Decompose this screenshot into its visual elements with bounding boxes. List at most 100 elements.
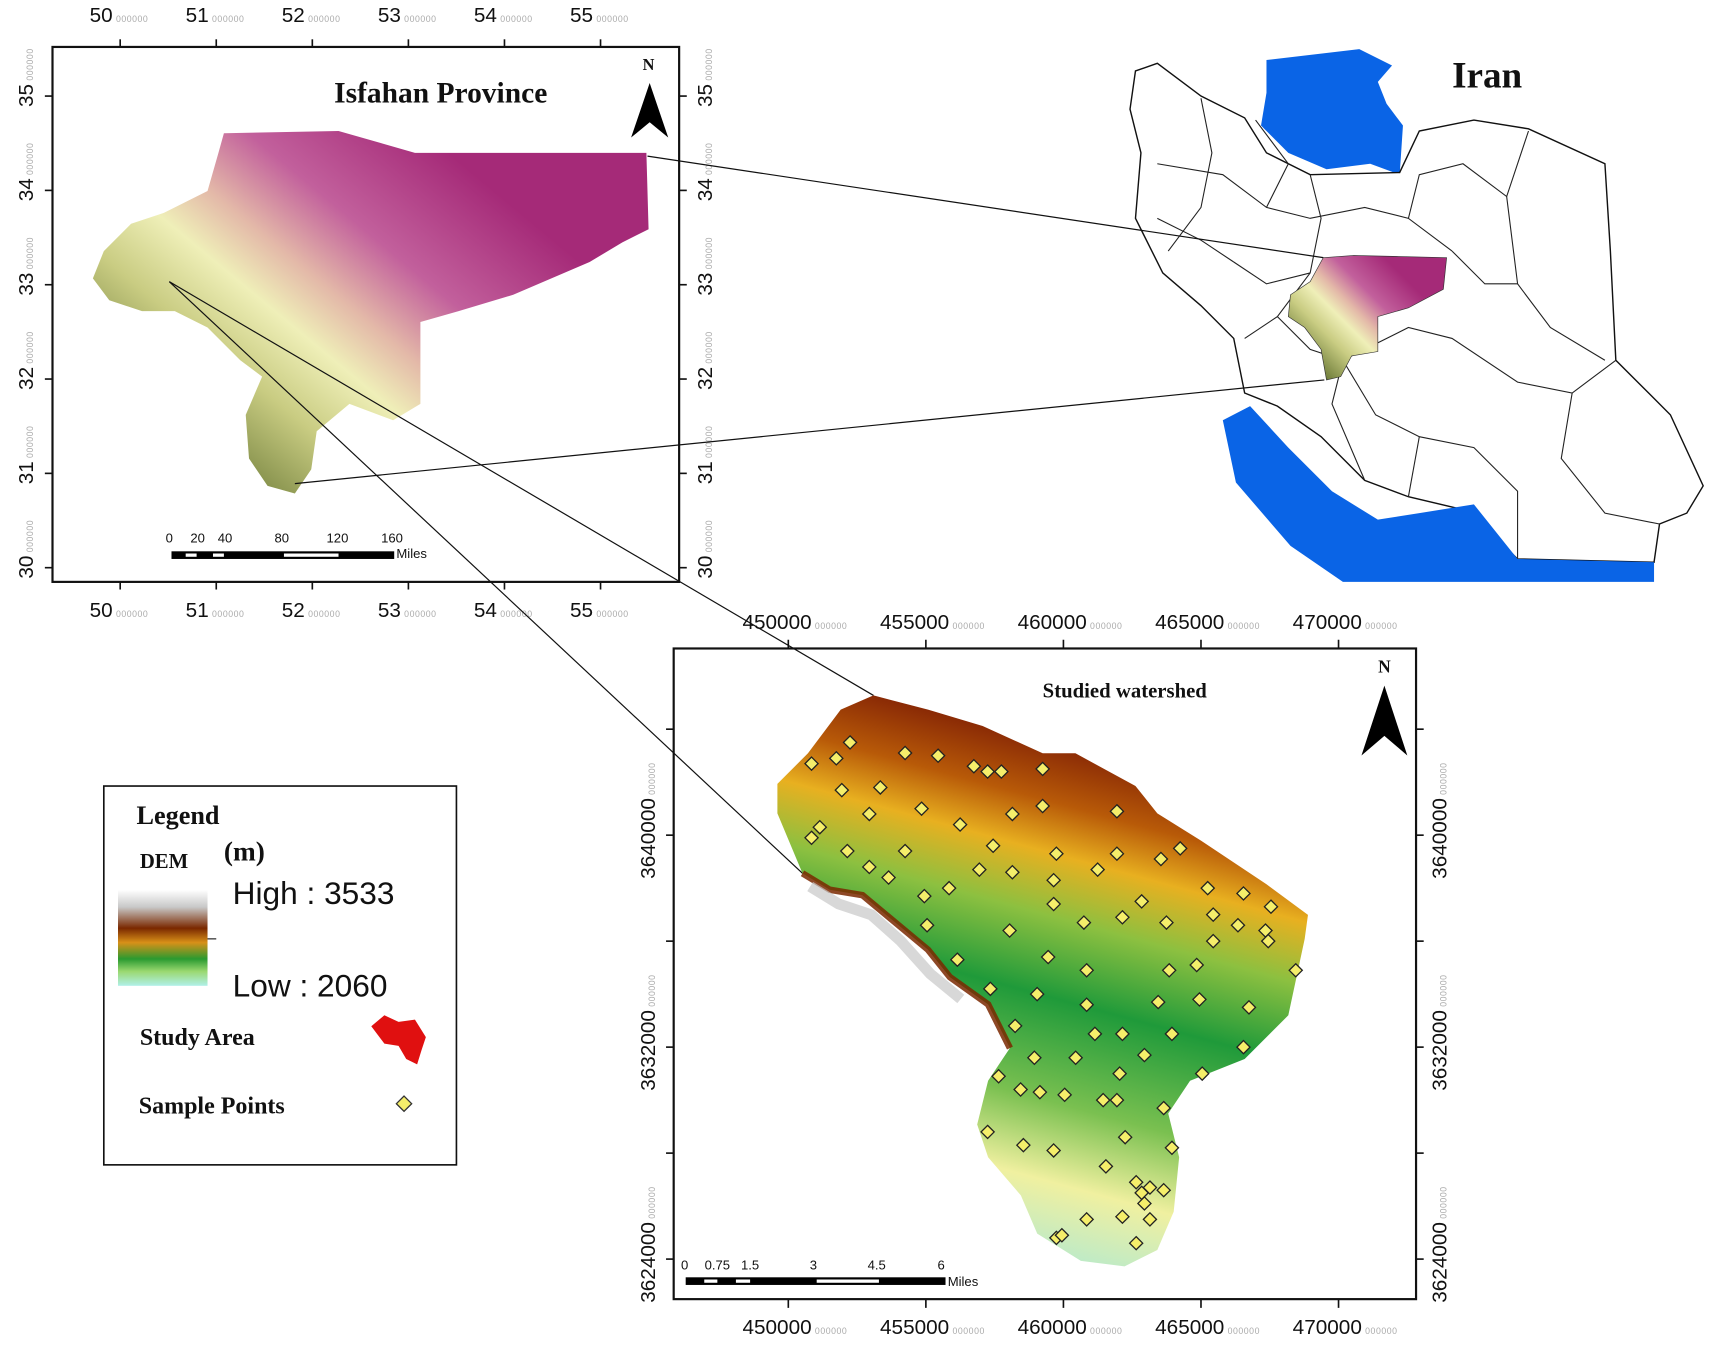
sample-point [1117, 1129, 1133, 1145]
watershed-ticks: 450000 000000 450000 000000 455000 000000 4550… [637, 611, 1451, 1339]
sample-point [861, 859, 877, 875]
sample-point [1235, 1039, 1251, 1055]
sample-point [1205, 933, 1221, 949]
lon-tick-label: 52 000000 [282, 4, 341, 27]
northing-tick-label: 3624000000000 [1429, 1186, 1452, 1302]
sample-point [1263, 899, 1279, 915]
lat-tick-label: 32000000 [694, 331, 717, 390]
sample-point [1260, 933, 1276, 949]
sample-point [1172, 840, 1188, 856]
north-label: N [643, 55, 655, 74]
lat-tick-label: 33000000 [694, 237, 717, 296]
sample-point [834, 782, 850, 798]
lat-tick-label: 35000000 [694, 48, 717, 107]
scale-bar-label: 4.5 [868, 1258, 886, 1273]
sample-point [1068, 1050, 1084, 1066]
sample-point [991, 1068, 1007, 1084]
scale-bar-label: 1.5 [741, 1258, 759, 1273]
sample-point [1035, 798, 1051, 814]
sample-point [966, 758, 982, 774]
sample-point [1136, 1047, 1152, 1063]
scale-bar-label: 0.75 [705, 1258, 730, 1273]
sample-point [1205, 907, 1221, 923]
easting-tick-label: 450000 000000 [742, 1316, 847, 1339]
sample-point [872, 779, 888, 795]
lat-tick-label: 30000000 [15, 520, 38, 579]
sample-point [1230, 917, 1246, 933]
watershed-north-arrow: N [1361, 656, 1408, 756]
isfahan-dem-region [92, 131, 649, 494]
legend-unit: (m) [224, 836, 265, 866]
sample-point [1076, 915, 1092, 931]
lon-tick-label: 55 000000 [570, 4, 629, 27]
lon-tick-label: 53 000000 [378, 4, 437, 27]
easting-tick-label: 465000 000000 [1155, 611, 1260, 634]
scale-bar-label: 120 [327, 531, 349, 546]
legend-title: Legend [137, 801, 220, 830]
lon-tick-label: 50 000000 [90, 599, 149, 622]
sample-point [1136, 1195, 1152, 1211]
watershed-map: 450000 000000 450000 000000 455000 000000 4550… [637, 611, 1451, 1339]
sample-point [1026, 1050, 1042, 1066]
sample-point [1241, 999, 1257, 1015]
scale-bar-label: 40 [218, 531, 233, 546]
lat-tick-label: 30000000 [694, 520, 717, 579]
lon-tick-label: 54 000000 [474, 4, 533, 27]
sample-point [1156, 1100, 1172, 1116]
north-arrow-icon [631, 82, 669, 138]
sample-point [1109, 1092, 1125, 1108]
sample-point [1114, 1026, 1130, 1042]
sample-point [1189, 957, 1205, 973]
connector-lines [168, 155, 1325, 874]
sample-point [1048, 846, 1064, 862]
legend-dem-label: DEM [140, 851, 188, 873]
lon-tick-label: 55 000000 [570, 599, 629, 622]
sample-point [1029, 986, 1045, 1002]
lon-tick-label: 51 000000 [186, 4, 245, 27]
legend-study-area-label: Study Area [140, 1025, 255, 1051]
sample-point [1046, 896, 1062, 912]
scale-bar-unit: Miles [396, 546, 427, 561]
sample-point [1191, 991, 1207, 1007]
sample-point [1112, 1066, 1128, 1082]
isfahan-north-arrow: N [631, 55, 669, 138]
sample-point [1200, 880, 1216, 896]
caspian-sea [1261, 49, 1403, 175]
watershed-map-title: Studied watershed [1043, 681, 1208, 703]
sample-point [1128, 1235, 1144, 1251]
scale-bar-label: 20 [190, 531, 205, 546]
iran-map: Iran [1129, 49, 1704, 582]
lat-tick-label: 31000000 [694, 426, 717, 485]
sample-point [916, 888, 932, 904]
easting-tick-label: 460000 000000 [1018, 611, 1123, 634]
sample-point [1194, 1066, 1210, 1082]
sample-points [804, 734, 1304, 1251]
sample-point [1156, 1182, 1172, 1198]
lon-tick-label: 52 000000 [282, 599, 341, 622]
scale-bar-label: 0 [681, 1258, 688, 1273]
isfahan-ticks: 50 000000 50 000000 51 000000 51 000000 52 000000… [15, 4, 717, 622]
sample-point [1153, 851, 1169, 867]
iran-map-title: Iran [1452, 55, 1522, 96]
sample-point-icon [395, 1095, 413, 1113]
isfahan-map-frame [51, 45, 681, 583]
scale-bar-label: 6 [938, 1258, 945, 1273]
sample-point [839, 843, 855, 859]
sample-point [1158, 915, 1174, 931]
lat-tick-label: 34000000 [15, 143, 38, 202]
sample-point [828, 750, 844, 766]
sample-point [842, 734, 858, 750]
sample-point [1040, 949, 1056, 965]
sample-point [881, 870, 897, 886]
scale-bar-label: 0 [166, 531, 173, 546]
sample-point [919, 917, 935, 933]
northing-tick-label: 3640000000000 [1429, 762, 1452, 878]
sample-point [930, 748, 946, 764]
sample-point [1015, 1137, 1031, 1153]
sample-point [1079, 997, 1095, 1013]
sample-point [1288, 962, 1304, 978]
iran-isfahan-highlight [1287, 255, 1447, 381]
scale-bar-label: 80 [274, 531, 289, 546]
lat-tick-label: 33000000 [15, 237, 38, 296]
